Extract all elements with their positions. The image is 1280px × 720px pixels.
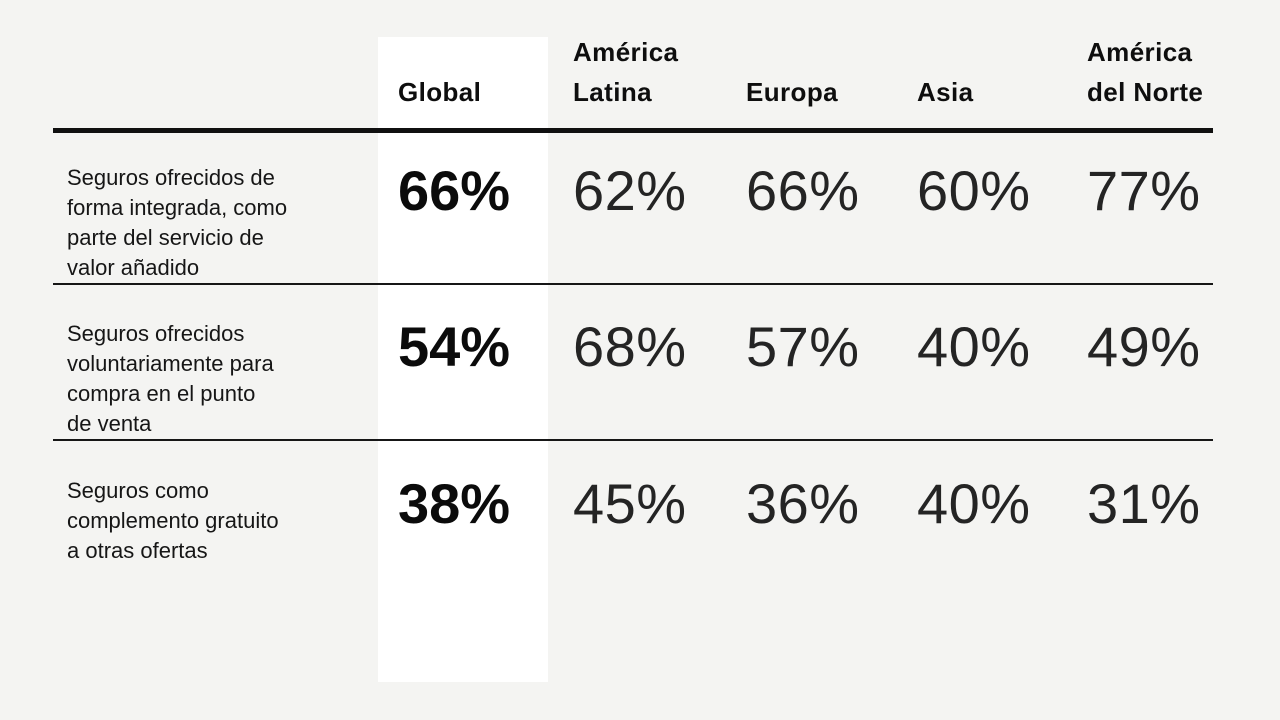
column-header-america-del-norte: América del Norte [1087, 37, 1204, 107]
value-america-latina: 68% [573, 315, 687, 378]
table-header-row: Global América Latina Europa Asia Améric… [53, 0, 1213, 133]
value-europa: 66% [746, 159, 860, 222]
column-header-global: Global [398, 77, 482, 107]
row-label-voluntary-insurance: Seguros ofrecidos voluntariamente para c… [67, 321, 274, 436]
table-row: Seguros ofrecidos voluntariamente para c… [53, 285, 1213, 441]
value-global: 66% [398, 159, 511, 222]
value-america-del-norte: 49% [1087, 315, 1201, 378]
value-america-del-norte: 77% [1087, 159, 1201, 222]
value-global: 54% [398, 315, 511, 378]
column-header-europa: Europa [746, 77, 838, 107]
value-asia: 40% [917, 472, 1031, 535]
row-label-integrated-insurance: Seguros ofrecidos de forma integrada, co… [67, 165, 288, 280]
column-header-america-latina: América Latina [573, 37, 679, 107]
table-row: Seguros ofrecidos de forma integrada, co… [53, 133, 1213, 285]
table-row: Seguros como complemento gratuito a otra… [53, 441, 1213, 601]
value-america-latina: 45% [573, 472, 687, 535]
column-header-asia: Asia [917, 77, 974, 107]
row-label-free-addon-insurance: Seguros como complemento gratuito a otra… [67, 478, 279, 563]
value-asia: 40% [917, 315, 1031, 378]
value-europa: 36% [746, 472, 860, 535]
value-europa: 57% [746, 315, 860, 378]
value-global: 38% [398, 472, 511, 535]
global-column-highlight [378, 37, 548, 682]
regions-table: Global América Latina Europa Asia Améric… [53, 0, 1213, 601]
value-asia: 60% [917, 159, 1031, 222]
value-america-del-norte: 31% [1087, 472, 1201, 535]
value-america-latina: 62% [573, 159, 687, 222]
